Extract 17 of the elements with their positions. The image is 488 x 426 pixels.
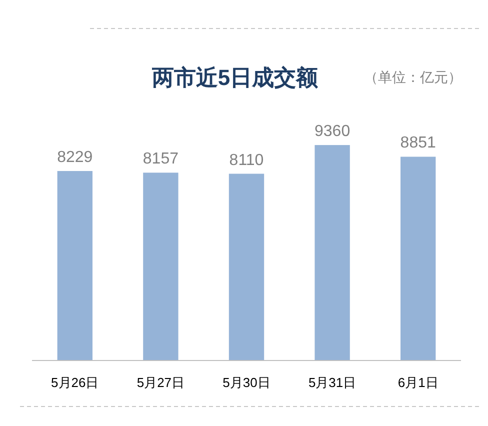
x-tick-label: 5月27日 <box>136 375 185 390</box>
bar <box>57 171 92 360</box>
data-label: 9360 <box>314 123 350 140</box>
bar <box>400 156 436 360</box>
x-tick-label: 5月31日 <box>308 375 356 390</box>
chart-title: 两市近5日成交额 <box>150 65 320 90</box>
chart-subtitle: （单位：亿元） <box>364 69 462 85</box>
data-label: 8229 <box>57 149 93 166</box>
bar <box>228 174 264 360</box>
bar <box>143 172 178 360</box>
x-tick-label: 5月30日 <box>222 375 270 390</box>
x-tick-label: 5月26日 <box>51 375 99 390</box>
x-tick-label: 6月1日 <box>398 375 438 390</box>
data-label: 8851 <box>400 134 436 152</box>
data-label: 8157 <box>142 150 179 168</box>
bar <box>314 145 350 360</box>
data-label: 8110 <box>229 152 264 169</box>
